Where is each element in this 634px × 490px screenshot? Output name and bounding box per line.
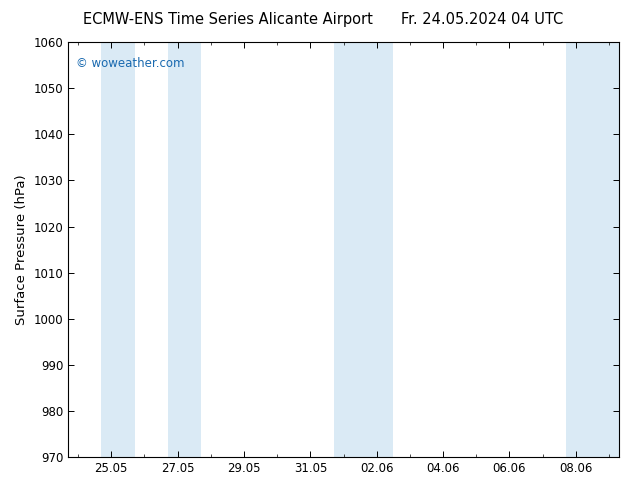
Text: Fr. 24.05.2024 04 UTC: Fr. 24.05.2024 04 UTC	[401, 12, 563, 27]
Text: ECMW-ENS Time Series Alicante Airport: ECMW-ENS Time Series Alicante Airport	[83, 12, 373, 27]
Y-axis label: Surface Pressure (hPa): Surface Pressure (hPa)	[15, 174, 28, 325]
Bar	[333, 42, 393, 457]
Bar	[101, 42, 134, 457]
Bar	[566, 42, 619, 457]
Bar	[168, 42, 201, 457]
Text: © woweather.com: © woweather.com	[77, 56, 185, 70]
